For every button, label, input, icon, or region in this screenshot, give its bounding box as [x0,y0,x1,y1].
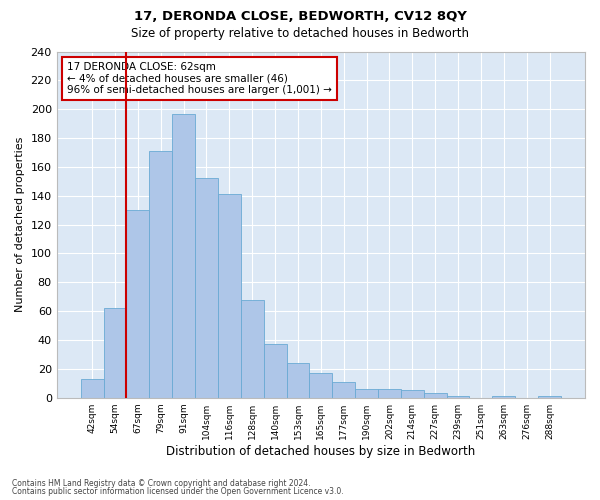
Bar [149,151,172,398]
Bar [310,373,332,398]
Bar [80,379,104,398]
Bar [332,382,355,398]
Bar [401,390,424,398]
Text: 17, DERONDA CLOSE, BEDWORTH, CV12 8QY: 17, DERONDA CLOSE, BEDWORTH, CV12 8QY [134,10,466,23]
Text: Contains HM Land Registry data © Crown copyright and database right 2024.: Contains HM Land Registry data © Crown c… [12,478,311,488]
Text: 17 DERONDA CLOSE: 62sqm
← 4% of detached houses are smaller (46)
96% of semi-det: 17 DERONDA CLOSE: 62sqm ← 4% of detached… [67,62,332,95]
Bar [493,396,515,398]
Bar [127,210,149,398]
Text: Contains public sector information licensed under the Open Government Licence v3: Contains public sector information licen… [12,487,344,496]
Bar [195,178,218,398]
Bar [355,389,378,398]
Bar [378,389,401,398]
Bar [446,396,469,398]
Y-axis label: Number of detached properties: Number of detached properties [15,137,25,312]
Bar [424,394,446,398]
Bar [287,363,310,398]
Bar [241,300,263,398]
Bar [104,308,127,398]
Bar [172,114,195,398]
Bar [218,194,241,398]
X-axis label: Distribution of detached houses by size in Bedworth: Distribution of detached houses by size … [166,444,475,458]
Bar [538,396,561,398]
Bar [263,344,287,398]
Text: Size of property relative to detached houses in Bedworth: Size of property relative to detached ho… [131,28,469,40]
